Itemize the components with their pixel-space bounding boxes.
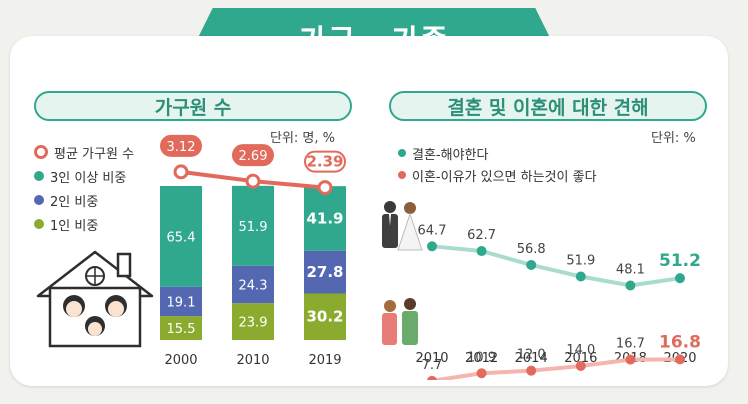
legend-label: 1인 비중 [50,218,99,234]
left-unit-label: 단위: 명, % [270,131,336,146]
data-point [526,259,537,270]
x-tick-label: 2014 [515,351,548,366]
data-point [526,365,537,376]
dot-marker-icon [398,149,406,157]
x-tick-label: 2010 [415,351,448,366]
legend-item-2person: 2인 비중 [34,188,134,212]
x-tick-label: 2010 [236,353,269,368]
dot-marker-icon [34,171,44,181]
bar-segment [160,186,202,287]
dot-marker-icon [34,219,44,229]
legend-label: 평균 가구원 수 [54,146,135,162]
data-value-label: 16.8 [659,332,701,352]
legend-item-divorce: 이혼-이유가 있으면 하는것이 좋다 [398,164,597,186]
bar-value-label: 30.2 [306,308,343,326]
bar-value-label: 27.8 [306,263,343,281]
data-point [476,368,487,379]
data-value-label: 14.0 [566,343,595,358]
x-tick-label: 2000 [164,353,197,368]
data-value-label: 56.8 [517,242,546,257]
dot-marker-icon [34,195,44,205]
bar-segment [160,286,202,317]
average-value-badge [304,150,346,173]
legend-label: 이혼-이유가 있으면 하는것이 좋다 [412,169,597,185]
data-value-label: 51.2 [659,251,701,271]
average-point [173,164,189,180]
legend-item-3plus: 3인 이상 비중 [34,164,134,188]
data-value-label: 16.7 [616,337,645,352]
average-point [317,180,333,196]
data-value-label: 12.0 [517,348,546,363]
left-panel-title: 가구원 수 [34,91,352,121]
right-unit-label: 단위: % [651,131,696,146]
data-point [427,241,437,252]
data-point [575,271,586,282]
data-point [427,375,437,380]
bar-value-label: 23.9 [239,316,268,331]
data-value-label: 7.7 [422,358,443,373]
bar-segment [232,265,274,304]
bar-segment [160,316,202,340]
series-line [431,357,681,380]
bar-segment [232,303,274,340]
average-point [245,173,261,189]
bar-segment [304,293,346,340]
dot-marker-icon [398,171,406,179]
average-value-label: 2.69 [239,149,268,164]
left-legend: 평균 가구원 수 3인 이상 비중 2인 비중 1인 비중 [34,140,134,236]
data-value-label: 64.7 [418,223,447,238]
household-stacked-bar-chart: 15.5 19.1 65.4 2000 23.9 24.3 51.9 2010 30.2 27.8… [160,134,346,368]
bar-value-label: 24.3 [239,278,268,293]
legend-label: 3인 이상 비중 [50,170,127,186]
legend-item-marriage: 결혼-해야한다 [398,142,597,164]
divorce-couple-icon [382,298,418,345]
average-value-badge [160,134,202,157]
data-point [575,360,586,371]
average-value-label: 3.12 [167,140,196,155]
legend-label: 결혼-해야한다 [412,147,489,163]
wedding-couple-icon [382,201,423,251]
x-tick-label: 2019 [308,353,341,368]
house-family-icon [36,250,154,348]
data-value-label: 10.9 [467,350,496,365]
bar-value-label: 15.5 [167,322,196,337]
bar-segment [232,185,274,266]
data-point [625,354,636,365]
ring-marker-icon [34,145,48,159]
marriage-divorce-line-chart: 20102012201420162018202064.762.756.851.9… [415,223,701,380]
bar-value-label: 65.4 [167,230,196,245]
bar-value-label: 19.1 [167,295,196,310]
bar-value-label: 41.9 [306,209,343,227]
bar-value-label: 51.9 [239,220,268,235]
data-point [675,273,685,284]
average-value-label: 2.39 [306,153,343,171]
right-legend: 결혼-해야한다 이혼-이유가 있으면 하는것이 좋다 [398,142,597,186]
series-line [431,244,681,288]
legend-item-average-household: 평균 가구원 수 [34,140,134,164]
right-panel-title: 결혼 및 이혼에 대한 견해 [389,91,707,121]
bar-segment [304,250,346,294]
x-tick-label: 2016 [564,351,597,366]
data-point [675,354,685,365]
data-value-label: 48.1 [616,262,645,277]
bar-segment [304,186,346,251]
legend-item-1person: 1인 비중 [34,212,134,236]
data-value-label: 62.7 [467,228,496,243]
data-point [476,246,487,257]
average-value-badge [232,144,274,167]
data-value-label: 51.9 [566,254,595,269]
data-point [625,280,636,291]
x-tick-label: 2012 [465,351,498,366]
legend-label: 2인 비중 [50,194,99,210]
